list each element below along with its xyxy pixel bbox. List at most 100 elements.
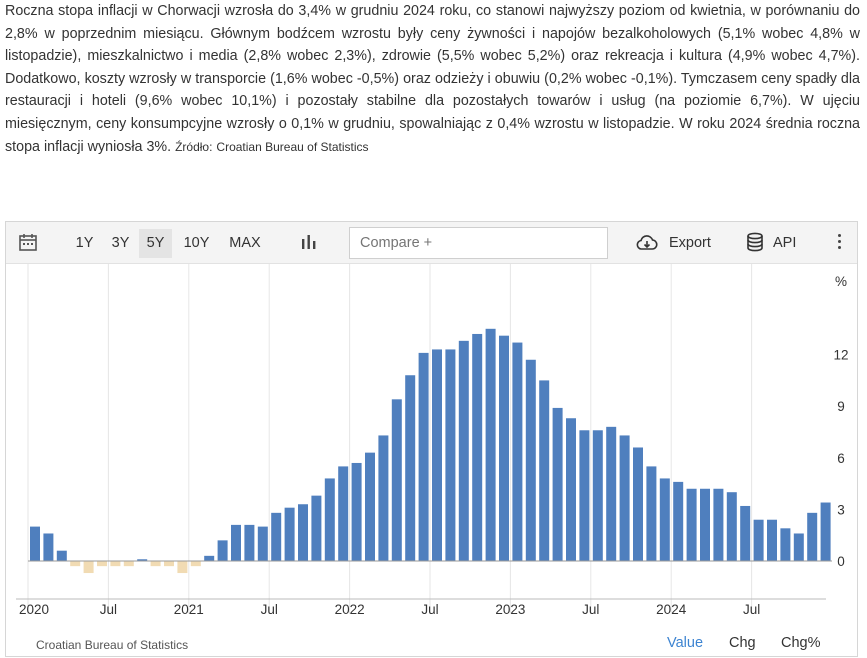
x-tick-label: Jul (261, 602, 278, 617)
x-tick-label: 2024 (656, 602, 687, 617)
export-button[interactable]: Export (636, 229, 716, 257)
bar-2023-09[interactable] (619, 435, 630, 561)
bar-2023-04[interactable] (552, 407, 563, 561)
bar-2021-06[interactable] (257, 526, 268, 561)
chart-source: Croatian Bureau of Statistics (36, 638, 189, 652)
source-label: Źródło: (175, 139, 213, 154)
tab-value[interactable]: Value (667, 635, 704, 651)
bar-2021-12[interactable] (338, 466, 349, 561)
range-button-1y[interactable]: 1Y (75, 235, 94, 251)
bar-2022-01[interactable] (351, 462, 362, 561)
x-tick-label: 2021 (174, 602, 204, 617)
source-link[interactable]: Croatian Bureau of Statistics (216, 139, 369, 154)
calendar-icon[interactable] (18, 232, 38, 252)
bar-2021-11[interactable] (324, 478, 335, 561)
bar-2024-09[interactable] (780, 528, 791, 561)
bar-2024-02[interactable] (686, 488, 697, 561)
range-button-3y[interactable]: 3Y (111, 235, 130, 251)
bar-2021-01[interactable] (190, 561, 201, 567)
bar-2023-10[interactable] (633, 447, 643, 561)
range-button-10y[interactable]: 10Y (183, 235, 210, 251)
y-tick-label: 6 (837, 451, 845, 466)
inflation-chart: 2020 Jul 2021 Jul 2022 Jul 2023 Jul 2024 Jul 0 3 6 9 1… (16, 264, 849, 617)
x-tick-label: Jul (421, 602, 438, 617)
tab-chg[interactable]: Chg (729, 635, 756, 651)
range-button-5y[interactable]: 5Y (139, 229, 172, 258)
bar-2020-03[interactable] (56, 550, 67, 561)
bar-2024-05[interactable] (726, 492, 737, 561)
export-label: Export (669, 235, 711, 251)
bar-2020-05[interactable] (83, 561, 94, 574)
bar-2024-06[interactable] (740, 505, 751, 561)
bar-2023-11[interactable] (646, 466, 657, 561)
bar-2020-08[interactable] (123, 561, 134, 567)
y-tick-label: 0 (837, 554, 845, 569)
bar-2020-06[interactable] (97, 561, 107, 567)
bar-2020-02[interactable] (43, 533, 54, 561)
database-icon (747, 232, 763, 252)
bar-2024-10[interactable] (793, 533, 804, 561)
bar-2023-03[interactable] (539, 380, 550, 561)
bar-2024-12[interactable] (820, 502, 831, 561)
bar-2021-08[interactable] (284, 507, 295, 561)
y-tick-label: 3 (837, 502, 845, 517)
description-paragraph: Roczna stopa inflacji w Chorwacji wzrosł… (5, 0, 860, 158)
bar-2023-01[interactable] (512, 342, 523, 561)
bar-2021-09[interactable] (298, 504, 308, 561)
x-tick-label: Jul (743, 602, 760, 617)
bar-2023-07[interactable] (592, 430, 603, 561)
bar-2024-11[interactable] (807, 512, 818, 561)
api-label: API (773, 235, 797, 251)
bar-2023-02[interactable] (525, 359, 536, 561)
bar-2023-12[interactable] (659, 478, 670, 561)
bar-2020-10[interactable] (150, 561, 161, 567)
y-tick-label: 12 (833, 348, 848, 363)
chart-toolbar: 1Y 3Y 5Y 10Y MAX Export API (6, 222, 857, 264)
compare-input[interactable] (349, 227, 608, 259)
x-tick-label: 2022 (335, 602, 365, 617)
bar-2020-07[interactable] (110, 561, 121, 567)
x-tick-label: Jul (100, 602, 117, 617)
bar-2023-06[interactable] (579, 430, 590, 561)
bar-2024-08[interactable] (767, 519, 777, 561)
cloud-download-icon (636, 235, 658, 250)
bar-2024-04[interactable] (713, 488, 724, 561)
bar-2021-03[interactable] (217, 540, 228, 561)
bar-2023-08[interactable] (606, 426, 617, 561)
bar-2022-02[interactable] (365, 452, 375, 561)
bar-2024-07[interactable] (753, 519, 764, 561)
bar-2023-05[interactable] (566, 418, 576, 561)
bar-2022-10[interactable] (472, 333, 483, 561)
bar-2022-09[interactable] (458, 340, 469, 561)
api-button[interactable]: API (746, 229, 806, 257)
bar-2020-09[interactable] (137, 559, 148, 561)
y-tick-label: 9 (837, 399, 845, 414)
more-options-icon[interactable] (837, 234, 843, 254)
bar-2020-11[interactable] (164, 561, 174, 567)
bar-2020-04[interactable] (70, 561, 81, 567)
bar-2022-03[interactable] (378, 435, 389, 561)
chart-type-icon[interactable] (300, 233, 318, 251)
bar-2022-08[interactable] (445, 349, 456, 561)
bar-2022-05[interactable] (405, 375, 416, 561)
x-tick-label: 2020 (19, 602, 49, 617)
bar-2022-06[interactable] (418, 352, 429, 561)
x-tick-label: Jul (582, 602, 599, 617)
bar-2021-10[interactable] (311, 495, 322, 561)
x-tick-label: 2023 (495, 602, 525, 617)
bar-2021-04[interactable] (231, 524, 241, 561)
bar-2021-02[interactable] (204, 555, 215, 561)
bar-2022-12[interactable] (499, 335, 509, 561)
bar-2022-04[interactable] (391, 399, 402, 561)
bar-2024-03[interactable] (700, 488, 710, 561)
bar-2022-11[interactable] (485, 328, 496, 561)
range-button-max[interactable]: MAX (229, 235, 261, 251)
bar-2021-05[interactable] (244, 524, 255, 561)
bar-2021-07[interactable] (271, 512, 282, 561)
bar-2022-07[interactable] (432, 349, 442, 561)
bar-2020-12[interactable] (177, 561, 188, 574)
tab-chgpct[interactable]: Chg% (781, 635, 821, 651)
bar-2020-01[interactable] (30, 526, 40, 561)
bar-2024-01[interactable] (673, 481, 684, 561)
